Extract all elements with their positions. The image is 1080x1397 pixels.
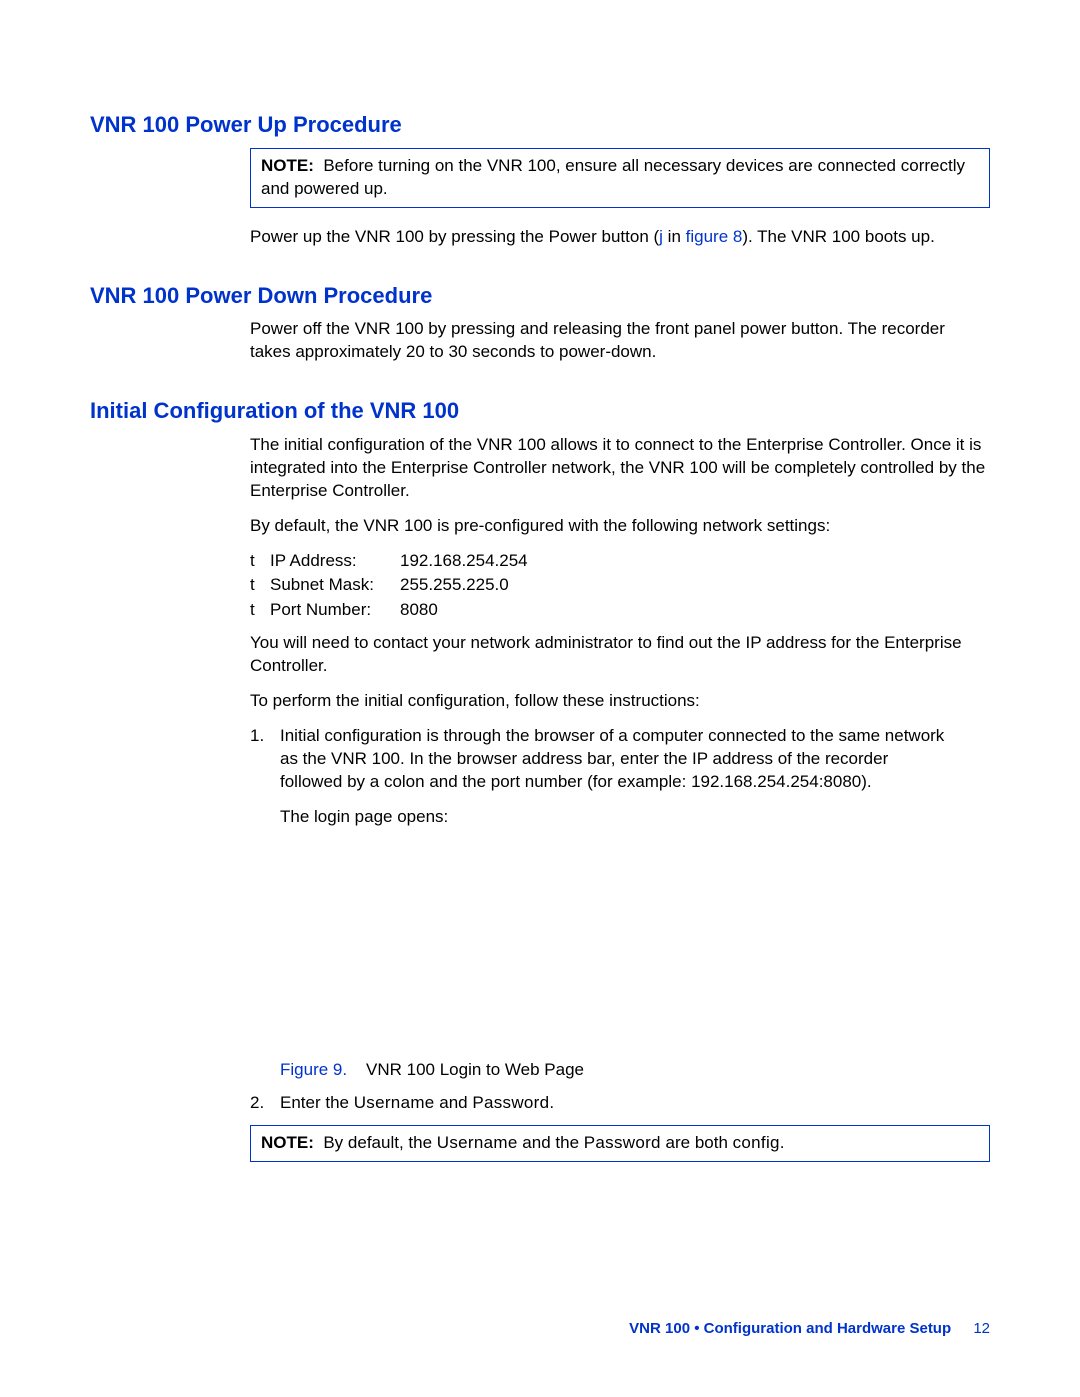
power-up-paragraph: Power up the VNR 100 by pressing the Pow… (250, 226, 990, 249)
text-fragment: in (663, 227, 686, 246)
note-label: NOTE: (261, 156, 314, 175)
bullet-marker: t (250, 550, 270, 573)
power-down-paragraph: Power off the VNR 100 by pressing and re… (250, 318, 990, 364)
page-footer: VNR 100 • Configuration and Hardware Set… (629, 1319, 990, 1339)
figure-8-link[interactable]: figure 8 (686, 227, 743, 246)
config-paragraph-3: You will need to contact your network ad… (250, 632, 990, 678)
text-fragment: are both (661, 1133, 733, 1152)
text-fragment: . (549, 1093, 554, 1112)
config-paragraph-2: By default, the VNR 100 is pre-configure… (250, 515, 990, 538)
step-number: 2. (250, 1092, 280, 1115)
password-literal: Password (584, 1133, 661, 1152)
bullet-label: Port Number: (270, 599, 400, 622)
bullet-marker: t (250, 574, 270, 597)
bullet-value: 192.168.254.254 (400, 550, 528, 573)
username-literal: Username (437, 1133, 518, 1152)
note-text: Before turning on the VNR 100, ensure al… (261, 156, 965, 198)
bullet-ip-address: t IP Address: 192.168.254.254 (250, 550, 990, 573)
heading-initial-config: Initial Configuration of the VNR 100 (90, 396, 990, 426)
text-fragment: By default, the (323, 1133, 436, 1152)
text-fragment: Enter the (280, 1093, 354, 1112)
figure-9-caption: Figure 9. VNR 100 Login to Web Page (280, 1059, 990, 1082)
bullet-label: IP Address: (270, 550, 400, 573)
text-fragment: . (780, 1133, 785, 1152)
config-literal: config (733, 1133, 780, 1152)
step-1: 1. Initial configuration is through the … (250, 725, 990, 829)
footer-page-number: 12 (973, 1320, 990, 1337)
text-fragment: and the (518, 1133, 584, 1152)
text-fragment: Power up the VNR 100 by pressing the Pow… (250, 227, 659, 246)
config-paragraph-1: The initial configuration of the VNR 100… (250, 434, 990, 503)
bullet-value: 255.255.225.0 (400, 574, 509, 597)
document-page: VNR 100 Power Up Procedure NOTE: Before … (0, 0, 1080, 1397)
password-literal: Password (472, 1093, 549, 1112)
bullet-marker: t (250, 599, 270, 622)
step-1-text-b: The login page opens: (280, 806, 950, 829)
note-box-default-creds: NOTE: By default, the Username and the P… (250, 1125, 990, 1162)
config-paragraph-4: To perform the initial configuration, fo… (250, 690, 990, 713)
step-number: 1. (250, 725, 280, 829)
text-fragment: ). The VNR 100 boots up. (742, 227, 934, 246)
step-2: 2. Enter the Username and Password. (250, 1092, 990, 1115)
footer-title: VNR 100 • Configuration and Hardware Set… (629, 1320, 951, 1337)
bullet-value: 8080 (400, 599, 438, 622)
heading-power-up: VNR 100 Power Up Procedure (90, 110, 990, 140)
note-box-power-up: NOTE: Before turning on the VNR 100, ens… (250, 148, 990, 208)
figure-9-label: Figure 9. (280, 1060, 347, 1079)
username-literal: Username (354, 1093, 435, 1112)
text-fragment: and (435, 1093, 473, 1112)
bullet-port-number: t Port Number: 8080 (250, 599, 990, 622)
step-1-text-a: Initial configuration is through the bro… (280, 725, 950, 794)
heading-power-down: VNR 100 Power Down Procedure (90, 281, 990, 311)
figure-9-text: VNR 100 Login to Web Page (366, 1060, 584, 1079)
note-label: NOTE: (261, 1133, 314, 1152)
bullet-label: Subnet Mask: (270, 574, 400, 597)
bullet-subnet-mask: t Subnet Mask: 255.255.225.0 (250, 574, 990, 597)
